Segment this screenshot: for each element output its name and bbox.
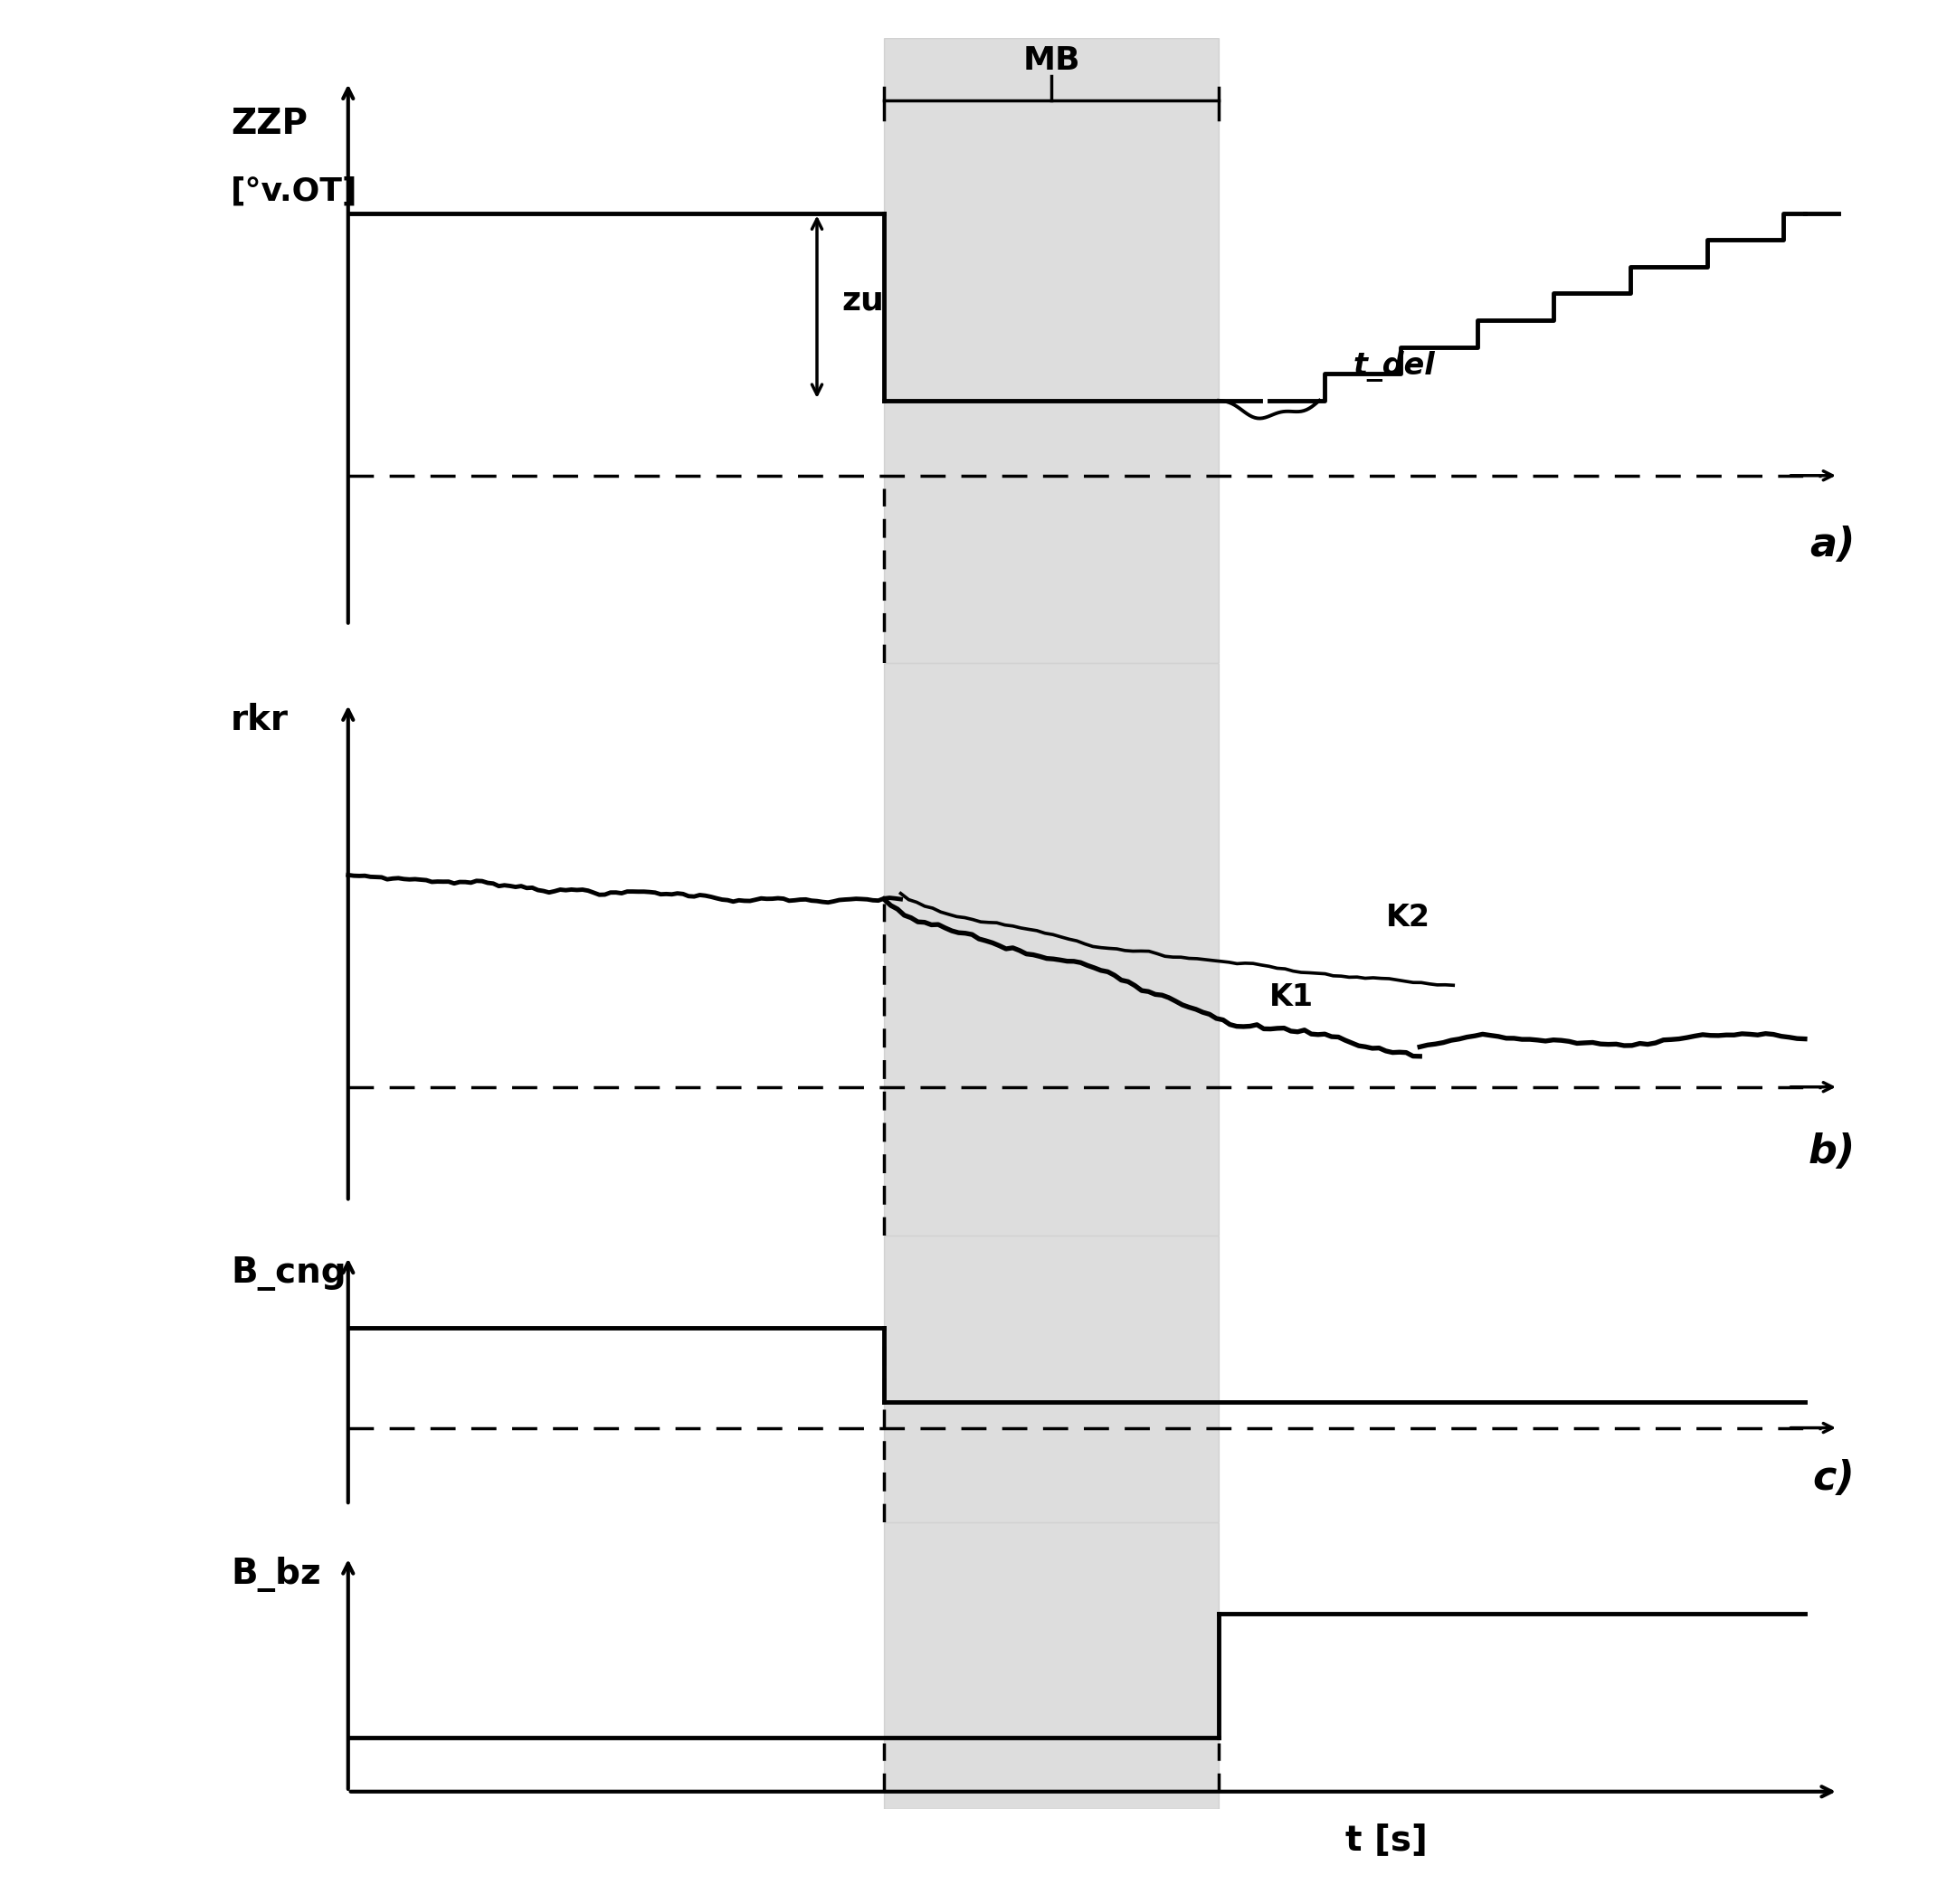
Text: K1: K1: [1269, 982, 1314, 1013]
Text: B_cng: B_cng: [232, 1257, 347, 1291]
Text: B_bz: B_bz: [232, 1557, 321, 1592]
Text: zu: zu: [843, 286, 884, 316]
Text: a): a): [1809, 526, 1855, 564]
Text: rkr: rkr: [232, 703, 288, 737]
Bar: [884, 1236, 1219, 1523]
Text: [°v.OT]: [°v.OT]: [232, 175, 358, 206]
Text: ZZP: ZZP: [232, 107, 308, 141]
Text: t [s]: t [s]: [1345, 1824, 1427, 1858]
Bar: [884, 663, 1219, 1236]
Bar: [884, 38, 1219, 663]
Text: b): b): [1809, 1133, 1855, 1171]
Text: t_del: t_del: [1353, 350, 1435, 383]
Text: K2: K2: [1386, 902, 1431, 933]
Text: c): c): [1813, 1458, 1855, 1498]
Text: MB: MB: [1022, 46, 1081, 76]
Bar: [884, 1523, 1219, 1809]
